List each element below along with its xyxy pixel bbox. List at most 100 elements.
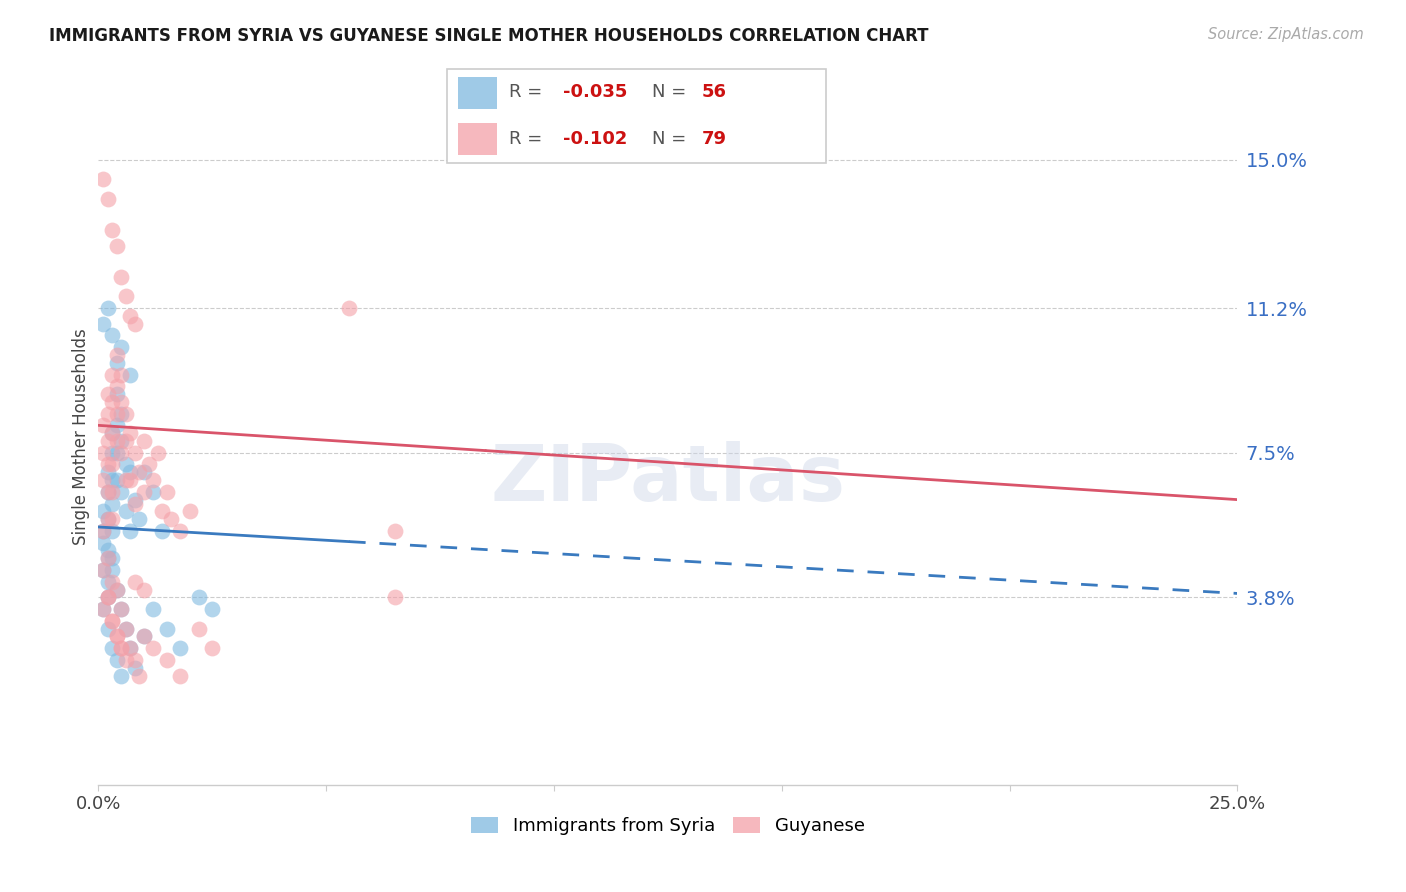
Point [201,602,224,616]
Point [124,496,146,510]
Point [105,238,128,252]
Point [128,668,150,682]
Point [96,591,118,605]
Point [101,524,124,538]
Point [110,641,132,656]
Point [160,512,183,526]
Text: N =: N = [652,129,692,147]
Point [105,473,128,487]
Point [96,301,118,315]
Point [101,574,124,589]
Point [132,484,155,499]
Point [114,504,136,518]
FancyBboxPatch shape [447,69,825,163]
Point [110,484,132,499]
Point [132,629,155,643]
Point [138,458,160,472]
Text: R =: R = [509,84,547,102]
Point [150,524,173,538]
Point [101,223,124,237]
Point [124,653,146,667]
Point [96,465,118,479]
Point [114,622,136,636]
Point [91,418,114,433]
Point [114,407,136,421]
Point [201,641,224,656]
Point [142,602,165,616]
Point [124,317,146,331]
Text: -0.102: -0.102 [562,129,627,147]
Point [101,551,124,566]
Point [142,641,165,656]
Point [384,591,406,605]
Point [156,622,179,636]
Point [101,496,124,510]
Point [96,484,118,499]
Point [187,622,209,636]
Point [110,641,132,656]
Point [132,582,155,597]
Point [101,368,124,382]
Point [128,465,150,479]
Text: -0.035: -0.035 [562,84,627,102]
Point [120,309,142,323]
Point [91,563,114,577]
Point [96,484,118,499]
Point [91,524,114,538]
Point [110,269,132,284]
Point [96,543,118,558]
Point [91,602,114,616]
Point [96,512,118,526]
Point [91,317,114,331]
Point [132,629,155,643]
FancyBboxPatch shape [458,77,498,109]
Point [120,426,142,441]
Point [101,395,124,409]
Point [96,551,118,566]
Text: R =: R = [509,129,547,147]
Point [179,504,201,518]
Point [128,512,150,526]
Point [91,563,114,577]
Point [96,512,118,526]
Point [120,641,142,656]
Point [156,653,179,667]
Y-axis label: Single Mother Households: Single Mother Households [72,329,90,545]
Text: IMMIGRANTS FROM SYRIA VS GUYANESE SINGLE MOTHER HOUSEHOLDS CORRELATION CHART: IMMIGRANTS FROM SYRIA VS GUYANESE SINGLE… [49,27,929,45]
Point [120,368,142,382]
Point [114,458,136,472]
Point [101,563,124,577]
Point [101,614,124,628]
Point [96,387,118,401]
Point [120,465,142,479]
Text: 56: 56 [702,84,727,102]
Point [142,473,165,487]
Point [110,602,132,616]
Point [105,582,128,597]
Point [187,591,209,605]
Point [96,591,118,605]
Point [105,418,128,433]
Text: 79: 79 [702,129,727,147]
Point [110,668,132,682]
Point [96,434,118,448]
Point [101,446,124,460]
Point [96,622,118,636]
Point [105,434,128,448]
Point [91,473,114,487]
Point [91,504,114,518]
Point [124,574,146,589]
Point [101,426,124,441]
Point [169,668,191,682]
Point [124,492,146,507]
Point [101,328,124,343]
Point [110,395,132,409]
Point [91,446,114,460]
Point [105,407,128,421]
Point [120,641,142,656]
Point [150,504,173,518]
Point [120,524,142,538]
Point [132,434,155,448]
Point [96,551,118,566]
Text: Source: ZipAtlas.com: Source: ZipAtlas.com [1208,27,1364,42]
